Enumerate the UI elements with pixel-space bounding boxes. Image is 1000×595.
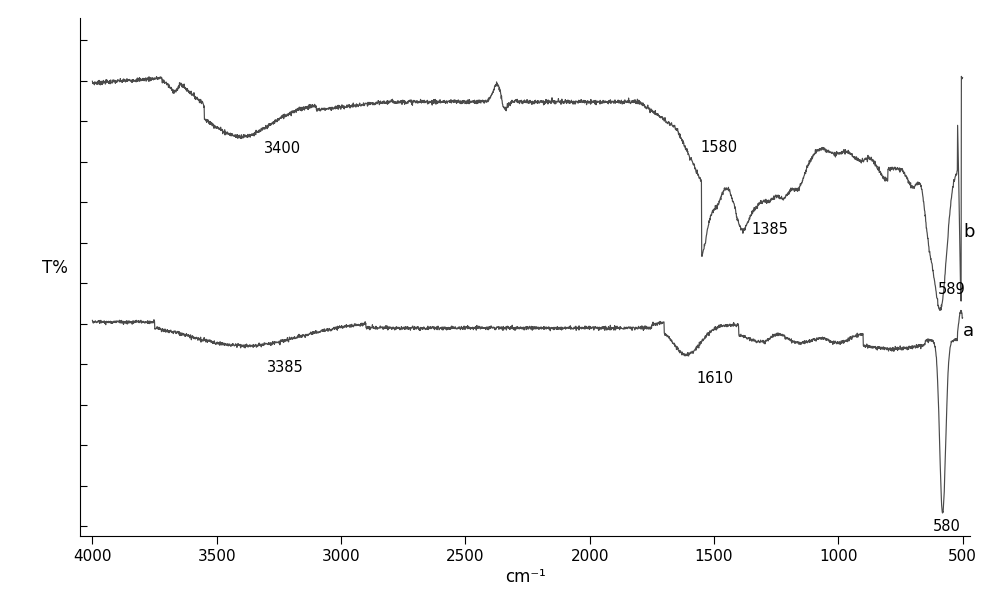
Text: 3400: 3400 <box>264 141 301 156</box>
Text: 1385: 1385 <box>751 221 788 237</box>
Text: 589: 589 <box>938 282 965 297</box>
Text: 1610: 1610 <box>697 371 734 386</box>
Y-axis label: T%: T% <box>42 259 68 277</box>
Text: 1580: 1580 <box>700 140 737 155</box>
Text: 580: 580 <box>933 519 961 534</box>
Text: a: a <box>963 322 974 340</box>
X-axis label: cm⁻¹: cm⁻¹ <box>505 568 545 586</box>
Text: b: b <box>963 223 975 241</box>
Text: 3385: 3385 <box>266 360 303 375</box>
